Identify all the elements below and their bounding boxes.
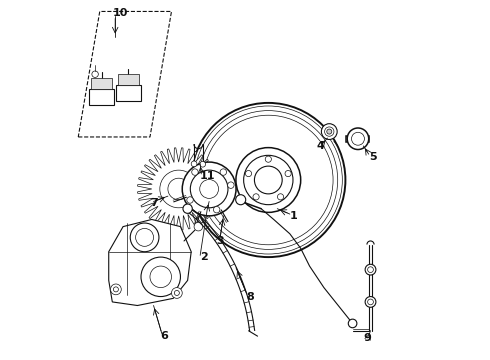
Polygon shape	[91, 78, 112, 89]
Text: 5: 5	[368, 152, 376, 162]
Circle shape	[111, 284, 122, 295]
Text: 9: 9	[364, 333, 371, 343]
Polygon shape	[118, 74, 139, 85]
Polygon shape	[89, 89, 114, 105]
Text: 6: 6	[161, 331, 169, 341]
Text: 8: 8	[247, 292, 254, 302]
Polygon shape	[109, 220, 191, 306]
Circle shape	[236, 195, 245, 205]
Circle shape	[92, 71, 98, 77]
Polygon shape	[138, 148, 220, 230]
Circle shape	[214, 207, 220, 213]
Circle shape	[141, 257, 180, 297]
Polygon shape	[116, 85, 141, 101]
Text: 11: 11	[200, 171, 216, 181]
Circle shape	[194, 222, 203, 231]
Circle shape	[130, 223, 159, 252]
Text: 3: 3	[216, 236, 224, 246]
Circle shape	[200, 161, 205, 167]
Circle shape	[174, 291, 179, 296]
Text: 4: 4	[317, 141, 324, 151]
Circle shape	[172, 288, 182, 298]
Text: 7: 7	[150, 198, 158, 208]
Text: 10: 10	[112, 8, 128, 18]
Polygon shape	[346, 136, 369, 141]
Circle shape	[228, 182, 234, 188]
Circle shape	[327, 129, 332, 134]
Text: 2: 2	[200, 252, 208, 262]
Circle shape	[183, 204, 192, 213]
Circle shape	[365, 264, 376, 275]
Text: 1: 1	[290, 211, 297, 221]
Circle shape	[113, 287, 119, 292]
Circle shape	[191, 161, 197, 167]
Circle shape	[347, 128, 368, 149]
Circle shape	[321, 124, 337, 139]
Circle shape	[182, 162, 236, 216]
Circle shape	[348, 319, 357, 328]
Circle shape	[187, 197, 193, 203]
Circle shape	[365, 297, 376, 307]
Circle shape	[220, 169, 226, 175]
Circle shape	[192, 169, 198, 175]
